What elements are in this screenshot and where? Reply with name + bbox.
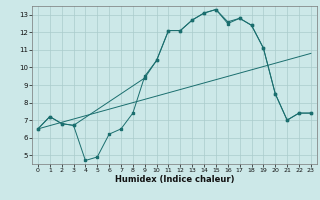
X-axis label: Humidex (Indice chaleur): Humidex (Indice chaleur)	[115, 175, 234, 184]
